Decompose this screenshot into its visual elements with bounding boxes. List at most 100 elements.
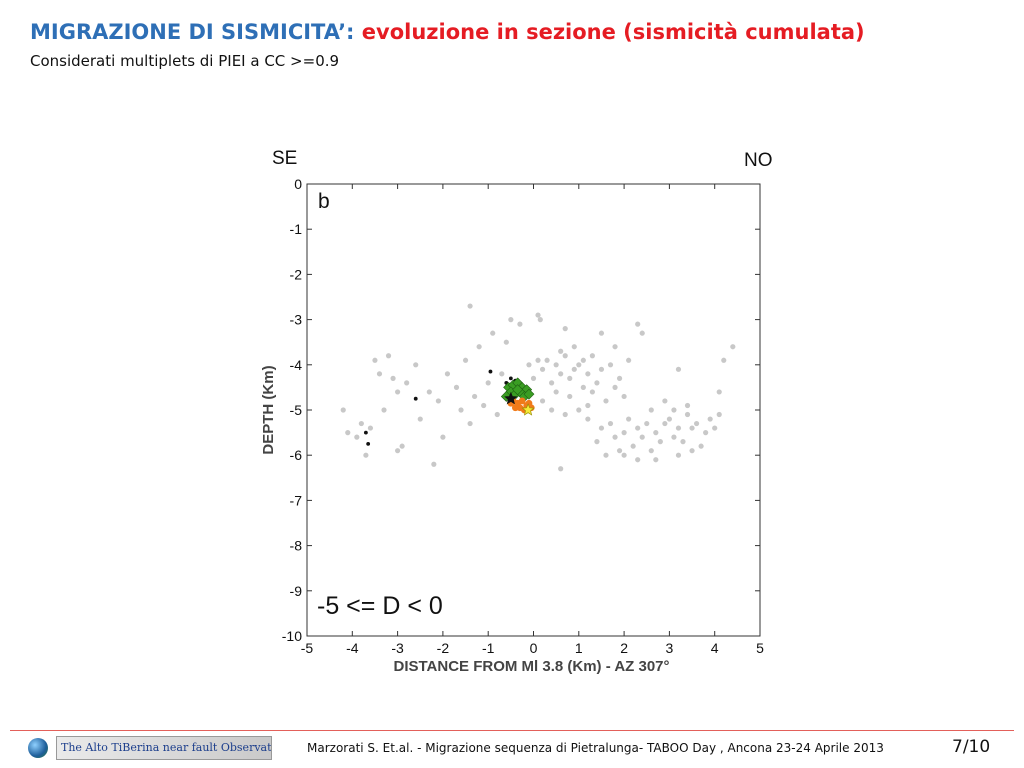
y-tick-label: -3 [290,312,303,328]
logo-banner: The Alto TiBerina near fault Observatory [56,736,272,760]
event-point [598,366,605,372]
x-tick-label: 4 [711,640,719,656]
event-point [526,362,532,368]
y-tick-label: -9 [290,583,303,599]
x-tick-label: -2 [437,640,450,656]
event-point [366,442,371,446]
event-point [340,407,346,413]
y-tick-label: -6 [290,447,303,463]
multiplet-diamond [512,384,524,396]
x-axis-label: DISTANCE FROM Ml 3.8 (Km) - AZ 307° [393,658,669,675]
event-point [558,371,564,377]
x-tick-label: -4 [346,640,359,656]
x-tick-label: 5 [756,640,764,656]
event-point [537,317,543,323]
event-point [390,375,396,381]
footer-divider [10,730,1014,731]
event-point [395,389,401,395]
event-point [585,416,591,422]
event-point [354,434,360,440]
event-point [653,457,659,463]
event-point [499,371,505,377]
event-point [435,398,441,404]
observatory-logo: The Alto TiBerina near fault Observatory [28,736,272,760]
event-point [490,330,496,336]
event-point [621,393,627,400]
range-annotation: -5 <= D < 0 [317,592,443,620]
event-point [721,357,727,363]
y-tick-label: 0 [294,176,302,192]
direction-label-no: NO [744,150,773,171]
event-point [571,344,577,350]
x-tick-label: -5 [301,640,314,656]
event-point [444,371,451,377]
event-point [693,420,700,427]
slide-title-main: MIGRAZIONE DI SISMICITA’: [30,20,362,44]
event-point [689,425,695,431]
event-point [662,420,668,427]
event-point [367,425,374,431]
event-point [580,384,586,390]
slide-title-highlight: evoluzione in sezione (sismicità cumulat… [361,20,865,44]
event-point [698,443,704,449]
event-point [530,375,537,381]
event-point [635,321,641,327]
event-point [612,384,618,390]
direction-label-se: SE [272,148,298,169]
event-point [639,434,645,440]
event-point [562,353,568,359]
event-point [626,416,632,422]
event-point [544,357,550,363]
event-point [511,404,519,412]
event-point [576,362,582,368]
x-tick-label: 0 [530,640,538,656]
event-point [612,434,618,440]
event-point [684,411,691,418]
event-point [558,348,564,354]
event-star [521,403,535,416]
event-point [462,357,469,363]
event-point [399,443,405,449]
event-point [684,402,691,409]
event-point [639,330,645,336]
event-point [603,398,609,404]
event-point [680,439,686,445]
event-point [576,407,582,413]
y-tick-label: -7 [290,492,303,508]
event-point [607,420,614,427]
event-point [476,344,482,350]
event-point [503,339,509,345]
event-point [376,371,383,377]
event-point [594,380,600,386]
event-point [707,416,713,422]
event-point [716,411,722,418]
event-point [716,389,722,395]
event-point [616,375,623,381]
event-point [607,362,614,368]
event-point [549,380,555,386]
page-number: 7/10 [952,737,991,757]
event-point [481,402,487,409]
event-point [580,357,586,363]
event-point [549,407,555,413]
event-point [594,439,600,445]
y-tick-label: -10 [282,628,302,644]
event-point [426,389,432,395]
event-point [485,380,491,386]
panel-label: b [318,190,330,213]
y-tick-label: -1 [290,221,303,237]
event-point [385,353,392,359]
slide-title: MIGRAZIONE DI SISMICITA’: evoluzione in … [30,20,865,44]
event-point [562,326,568,332]
x-tick-label: -3 [391,640,404,656]
event-point [653,430,659,436]
x-tick-label: 1 [575,640,583,656]
event-point [730,344,736,350]
event-point [508,317,514,323]
event-point [567,393,573,400]
event-point [472,393,478,400]
event-point [598,425,605,431]
event-point [363,452,369,458]
event-point [626,357,632,363]
event-point [589,353,595,359]
